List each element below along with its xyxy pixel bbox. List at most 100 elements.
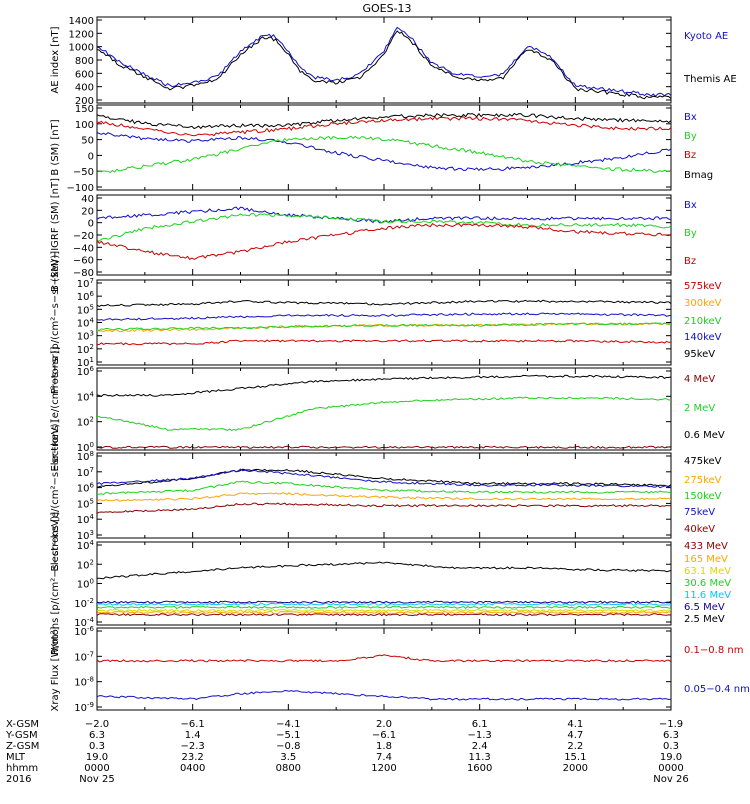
x-tick-value: −4.1 (276, 719, 300, 730)
y-tick-label: −20 (73, 231, 94, 242)
series-line-kyoto-ae (97, 26, 671, 97)
series-lines (97, 468, 671, 514)
x-tick-value: −6.1 (181, 719, 205, 730)
series-lines (97, 206, 671, 260)
legend-label: 2 MeV (684, 403, 715, 414)
x-row-label: 2016 (6, 774, 31, 785)
y-tick-label: −100 (67, 183, 94, 194)
series-lines (97, 654, 671, 701)
x-tick-value: 6.3 (663, 730, 679, 741)
series-line-475kev (97, 468, 671, 488)
x-row-label: Y-GSM (5, 730, 38, 741)
panel-ae: 1400 1200 1000 800 600 400 200 AE index [nT] Kyo… (50, 16, 737, 107)
y-tick-label: 800 (75, 56, 94, 67)
y-tick-label: 104 (77, 317, 95, 330)
panel-bsm: 150 100 50 0 −50 −100 B (SM) [nT] Bx By Bz Bmag (50, 104, 713, 194)
legend-label: By (684, 131, 697, 142)
series-line-40kev (97, 502, 671, 514)
series-lines (97, 26, 671, 100)
y-tick-label: 104 (77, 513, 95, 526)
y-axis-label: Electrons [e/(cm²−s−sr−keV)] (50, 419, 61, 571)
y-tick-label: 105 (77, 303, 94, 316)
x-tick-value: 4.1 (567, 719, 583, 730)
legend-label: 30.6 MeV (684, 578, 731, 589)
y-tick-label: −80 (73, 268, 94, 279)
legend-label: Themis AE (683, 74, 737, 85)
y-tick-label: 100 (77, 578, 94, 591)
legend-label: 140keV (684, 332, 722, 343)
x-tick-value: 15.1 (564, 752, 586, 763)
legend-label: 40keV (684, 524, 715, 535)
x-tick-value: 4.7 (567, 730, 583, 741)
y-tick-label: 105 (77, 497, 94, 510)
y-tick-label: 106 (77, 482, 95, 495)
legend-label: By (684, 228, 697, 239)
y-tick-label: 600 (75, 69, 94, 80)
y-tick-label: 102 (77, 343, 94, 356)
y-axis-label: B (SM)−IGRF (SM) [nT] (50, 178, 61, 292)
y-tick-label: 40 (81, 194, 94, 205)
x-tick-value: 2.2 (567, 741, 583, 752)
legend-label: 150keV (684, 491, 722, 502)
x-tick-value: −2.3 (181, 741, 205, 752)
legend-label: 95keV (684, 349, 715, 360)
legend-label: 300keV (684, 298, 722, 309)
series-line-by (97, 135, 671, 174)
y-tick-label: 104 (77, 390, 95, 403)
series-line-433-mev (97, 613, 671, 617)
series-line-575kev (97, 339, 671, 346)
series-line-2-5-mev (97, 561, 671, 580)
y-tick-label: −40 (73, 243, 94, 254)
legend-label: 63.1 MeV (684, 566, 731, 577)
series-line-11-6-mev (97, 602, 671, 606)
x-tick-value: Nov 25 (79, 774, 114, 785)
x-tick-value: 6.1 (472, 719, 488, 730)
legend-label: 0.1−0.8 nm (684, 645, 743, 656)
y-axis-label: AE index [nT] (50, 26, 61, 93)
x-tick-value: 1200 (371, 763, 396, 774)
legend-label: 475keV (684, 456, 722, 467)
legend-label: 275keV (684, 475, 722, 486)
y-tick-label: 10-6 (74, 625, 94, 638)
series-line-0-6-mev (97, 374, 671, 397)
legend-label: 4 MeV (684, 374, 715, 385)
y-tick-label: 106 (77, 290, 95, 303)
series-line-165-mev (97, 611, 671, 615)
series-line-300kev (97, 322, 671, 333)
legend-label: 210keV (684, 316, 722, 327)
y-tick-label: 400 (75, 83, 94, 94)
legend-label: 0.05−0.4 nm (684, 684, 750, 695)
y-axis-label: Xray Flux [W/m²] (50, 626, 61, 711)
y-tick-label: 106 (77, 365, 95, 378)
series-line-0-1-0-8-nm (97, 654, 671, 663)
series-lines (97, 561, 671, 617)
series-line-30-6-mev (97, 605, 671, 609)
y-tick-label: 107 (77, 277, 94, 290)
series-lines (97, 374, 671, 449)
y-tick-label: −60 (73, 256, 94, 267)
legend-label: 0.6 MeV (684, 430, 725, 441)
y-tick-label: 10-4 (74, 616, 94, 629)
y-axis-label: B (SM) [nT] (50, 119, 61, 175)
y-tick-label: 107 (77, 466, 94, 479)
x-tick-value: 0400 (180, 763, 205, 774)
series-line-75kev (97, 468, 671, 489)
series-lines (97, 112, 671, 174)
legend-label: 2.5 MeV (684, 614, 725, 625)
y-tick-label: 1200 (69, 29, 94, 40)
series-line-bx (97, 206, 671, 224)
series-line-63-1-mev (97, 608, 671, 613)
y-tick-label: 102 (77, 416, 94, 429)
x-row-label: MLT (6, 752, 26, 763)
series-line-6-5-mev (97, 600, 671, 604)
panel-frame (96, 452, 672, 539)
legend-label: 433 MeV (684, 541, 728, 552)
legend-label: Bx (684, 200, 697, 211)
y-tick-label: 1400 (69, 16, 94, 27)
x-tick-value: −6.1 (372, 730, 396, 741)
y-tick-label: 108 (77, 450, 94, 463)
